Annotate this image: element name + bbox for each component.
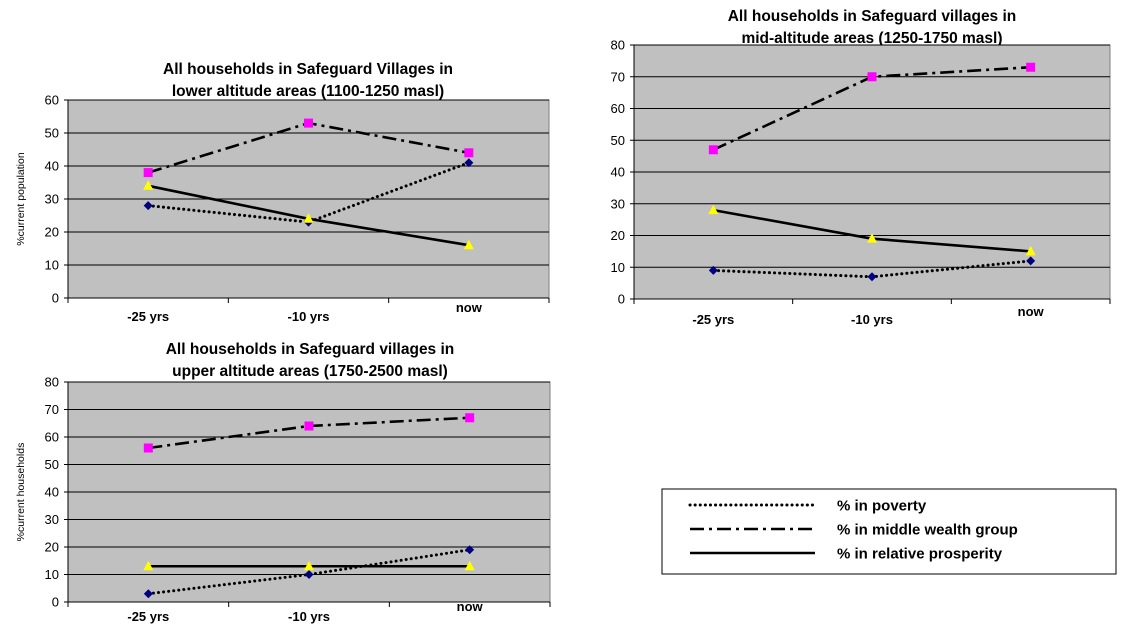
x-tick-label: now bbox=[457, 599, 484, 614]
y-tick-label: 60 bbox=[611, 101, 625, 116]
y-tick-label: 20 bbox=[45, 225, 59, 240]
legend: % in poverty % in middle wealth group % in… bbox=[661, 488, 1117, 575]
marker-relative-prosperity bbox=[464, 560, 475, 571]
marker-poverty bbox=[143, 589, 153, 599]
chart-2: All households in Safeguard villages in m… bbox=[611, 8, 1111, 327]
y-tick-label: 40 bbox=[45, 159, 59, 174]
chart-3: All households in Safeguard villages in u… bbox=[15, 341, 551, 624]
marker-poverty bbox=[867, 272, 877, 282]
marker-middle-wealth bbox=[867, 72, 877, 82]
y-tick-label: 50 bbox=[45, 126, 59, 141]
chart-title-line: All households in Safeguard villages in bbox=[166, 341, 455, 358]
y-tick-label: 30 bbox=[45, 192, 59, 207]
y-tick-label: 10 bbox=[45, 567, 59, 582]
marker-poverty bbox=[304, 570, 314, 579]
y-tick-label: 0 bbox=[52, 291, 59, 306]
chart-title-line: lower altitude areas (1100-1250 masl) bbox=[172, 83, 444, 100]
x-tick-label: -25 yrs bbox=[127, 309, 169, 324]
marker-middle-wealth bbox=[143, 443, 153, 453]
legend-label-relative-prosperity: % in relative prosperity bbox=[837, 546, 1003, 563]
marker-relative-prosperity bbox=[708, 204, 719, 215]
y-tick-label: 20 bbox=[611, 228, 625, 243]
marker-relative-prosperity bbox=[1025, 245, 1036, 256]
marker-middle-wealth bbox=[1026, 62, 1036, 72]
marker-poverty bbox=[1026, 256, 1036, 266]
marker-relative-prosperity bbox=[143, 180, 154, 190]
chart-title-line: mid-altitude areas (1250-1750 masl) bbox=[741, 30, 1002, 47]
legend-box bbox=[661, 488, 1117, 575]
y-tick-label: 20 bbox=[45, 540, 59, 555]
y-tick-label: 80 bbox=[611, 38, 625, 53]
y-tick-label: 50 bbox=[45, 457, 59, 472]
marker-relative-prosperity bbox=[867, 233, 877, 243]
y-axis-title: %current population bbox=[15, 152, 27, 246]
y-axis-title: %current households bbox=[15, 443, 27, 542]
y-tick-label: 40 bbox=[45, 485, 59, 500]
y-tick-label: 50 bbox=[611, 133, 625, 148]
x-tick-label: now bbox=[1018, 304, 1045, 319]
marker-relative-prosperity bbox=[463, 239, 474, 250]
marker-middle-wealth bbox=[464, 148, 474, 158]
y-tick-label: 10 bbox=[45, 258, 59, 273]
y-tick-label: 0 bbox=[618, 292, 625, 307]
marker-poverty bbox=[465, 545, 475, 555]
x-tick-label: now bbox=[456, 300, 483, 315]
legend-label-poverty: % in poverty bbox=[837, 498, 927, 515]
marker-middle-wealth bbox=[143, 168, 153, 178]
y-tick-label: 10 bbox=[611, 260, 625, 275]
y-tick-label: 70 bbox=[611, 69, 625, 84]
marker-poverty bbox=[143, 201, 153, 211]
y-tick-label: 60 bbox=[45, 430, 59, 445]
marker-poverty bbox=[464, 158, 474, 168]
y-tick-label: 70 bbox=[45, 402, 59, 417]
y-tick-label: 30 bbox=[45, 512, 59, 527]
marker-middle-wealth bbox=[465, 413, 475, 423]
chart-title-line: All households in Safeguard villages in bbox=[728, 8, 1017, 25]
x-tick-label: -25 yrs bbox=[692, 312, 734, 327]
marker-middle-wealth bbox=[304, 421, 314, 431]
y-tick-label: 40 bbox=[611, 165, 625, 180]
chart-title-line: All households in Safeguard Villages in bbox=[163, 61, 453, 78]
marker-relative-prosperity bbox=[304, 560, 314, 571]
x-tick-label: -25 yrs bbox=[127, 609, 169, 624]
chart-1: All households in Safeguard Villages in l… bbox=[15, 61, 550, 324]
legend-label-middle-wealth: % in middle wealth group bbox=[837, 522, 1018, 539]
marker-middle-wealth bbox=[304, 118, 313, 128]
x-tick-label: -10 yrs bbox=[288, 609, 330, 624]
y-tick-label: 30 bbox=[611, 196, 625, 211]
marker-poverty bbox=[708, 265, 718, 275]
marker-middle-wealth bbox=[708, 145, 718, 155]
x-tick-label: -10 yrs bbox=[851, 312, 893, 327]
marker-relative-prosperity bbox=[303, 213, 314, 223]
chart-title-line: upper altitude areas (1750-2500 masl) bbox=[172, 363, 448, 380]
y-tick-label: 60 bbox=[45, 93, 59, 108]
series-line-poverty bbox=[146, 161, 471, 224]
y-tick-label: 80 bbox=[45, 375, 59, 390]
x-tick-label: -10 yrs bbox=[288, 309, 330, 324]
y-tick-label: 0 bbox=[52, 595, 59, 610]
marker-relative-prosperity bbox=[143, 560, 154, 571]
